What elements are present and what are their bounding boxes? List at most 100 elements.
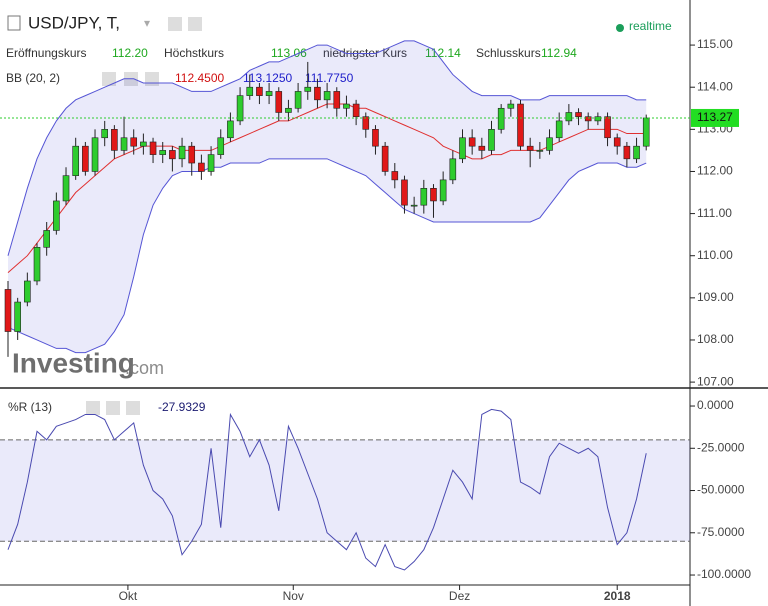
- candle-body: [120, 137, 128, 151]
- candle-body: [536, 150, 544, 152]
- plot: [0, 40, 690, 571]
- y-tick-label: 111.00: [697, 206, 732, 220]
- indicator-line: [7, 408, 647, 571]
- y-tick-label: -50.0000: [697, 483, 745, 497]
- quote-label: Höchstkurs: [164, 46, 224, 60]
- candle-body: [478, 145, 486, 151]
- candle-body: [633, 145, 640, 160]
- candle-body: [101, 129, 108, 139]
- candle-body: [604, 116, 611, 139]
- candle-body: [43, 230, 50, 248]
- candle-body: [420, 188, 428, 206]
- x-tick-label: Okt: [119, 589, 138, 603]
- indicator-name: %R (13): [8, 400, 52, 414]
- candle-body: [401, 179, 408, 206]
- indicator-name: BB (20, 2): [6, 71, 60, 85]
- candle-body: [256, 86, 263, 96]
- y-tick-label: 109.00: [697, 290, 734, 304]
- collapse-button[interactable]: [7, 15, 21, 31]
- candle-body: [546, 137, 553, 151]
- candle-body: [82, 145, 89, 172]
- candle-body: [111, 129, 118, 151]
- candle-body: [623, 145, 631, 160]
- y-tick-label: 0.0000: [697, 398, 734, 412]
- candle-body: [430, 188, 437, 202]
- candle-body: [169, 150, 176, 160]
- candle-body: [24, 280, 31, 303]
- candle-body: [497, 107, 505, 130]
- x-tick-label: Nov: [283, 589, 304, 603]
- candle-body: [4, 289, 12, 332]
- candle-body: [304, 86, 312, 92]
- candle-body: [381, 145, 389, 172]
- y-tick-label: 115.00: [697, 37, 733, 51]
- last-price-box: [691, 108, 739, 127]
- candle-body: [449, 158, 457, 181]
- candle-body: [33, 246, 41, 282]
- candle-body: [526, 145, 534, 151]
- candle-body: [217, 137, 225, 155]
- candle-body: [507, 103, 515, 109]
- indicator-value: -27.9329: [158, 400, 206, 414]
- quote-label: Eröffnungskurs: [6, 46, 87, 60]
- icon[interactable]: [102, 72, 116, 86]
- quote-label: Schlusskurs: [476, 46, 541, 60]
- candle-body: [642, 117, 650, 147]
- icon[interactable]: [188, 17, 202, 31]
- candle-body: [130, 137, 138, 147]
- candle-body: [72, 145, 79, 176]
- icon[interactable]: [126, 401, 140, 415]
- status-dot: [616, 24, 624, 32]
- candle-body: [594, 116, 602, 122]
- candle-body: [613, 137, 621, 147]
- status: realtime: [629, 19, 672, 33]
- y-tick-label: -25.0000: [697, 440, 745, 454]
- icon[interactable]: [106, 401, 120, 415]
- candle-body: [14, 301, 21, 332]
- candle-body: [468, 137, 476, 147]
- candle-body: [246, 86, 254, 96]
- symbol: USD/JPY, T,: [28, 13, 120, 32]
- level-band: [0, 439, 690, 542]
- candle-body: [198, 162, 205, 172]
- icon[interactable]: [86, 401, 100, 415]
- candle-body: [159, 150, 167, 155]
- candle-body: [439, 179, 447, 202]
- candle-body: [207, 154, 215, 172]
- candle-body: [53, 200, 60, 231]
- candle-body: [275, 91, 283, 113]
- candle-body: [265, 91, 273, 96]
- band-lower: [7, 158, 647, 354]
- logo-suffix: .com: [125, 358, 164, 378]
- candle-body: [323, 91, 331, 101]
- candle-body: [294, 91, 302, 109]
- y-tick-label: 108.00: [697, 332, 734, 346]
- candle-body: [343, 103, 350, 109]
- band-area: [8, 40, 647, 353]
- x-tick-label: 2018: [604, 589, 631, 603]
- icon[interactable]: [168, 17, 182, 31]
- candle-body: [333, 91, 341, 109]
- candle-body: [62, 175, 70, 202]
- candle-body: [488, 129, 495, 151]
- y-tick-label: -100.0000: [697, 567, 751, 581]
- y-tick-label: 114.00: [697, 79, 733, 93]
- candle-body: [149, 141, 157, 155]
- y-tick-label: 112.00: [697, 164, 733, 178]
- candle-body: [91, 137, 99, 172]
- band-upper: [7, 40, 647, 256]
- candle-body: [236, 95, 244, 122]
- dropdown-arrow[interactable]: ▾: [144, 16, 150, 30]
- y-tick-label: -75.0000: [697, 525, 745, 539]
- indicator-value: 113.1250: [243, 71, 292, 85]
- candle-body: [140, 141, 147, 147]
- candle-body: [584, 116, 592, 122]
- y-tick-label: 107.00: [697, 374, 734, 388]
- candle-body: [555, 120, 563, 139]
- candle-body: [459, 137, 466, 160]
- candle-body: [575, 112, 582, 117]
- quote-value: 112.20: [112, 46, 148, 60]
- candle-body: [285, 107, 292, 113]
